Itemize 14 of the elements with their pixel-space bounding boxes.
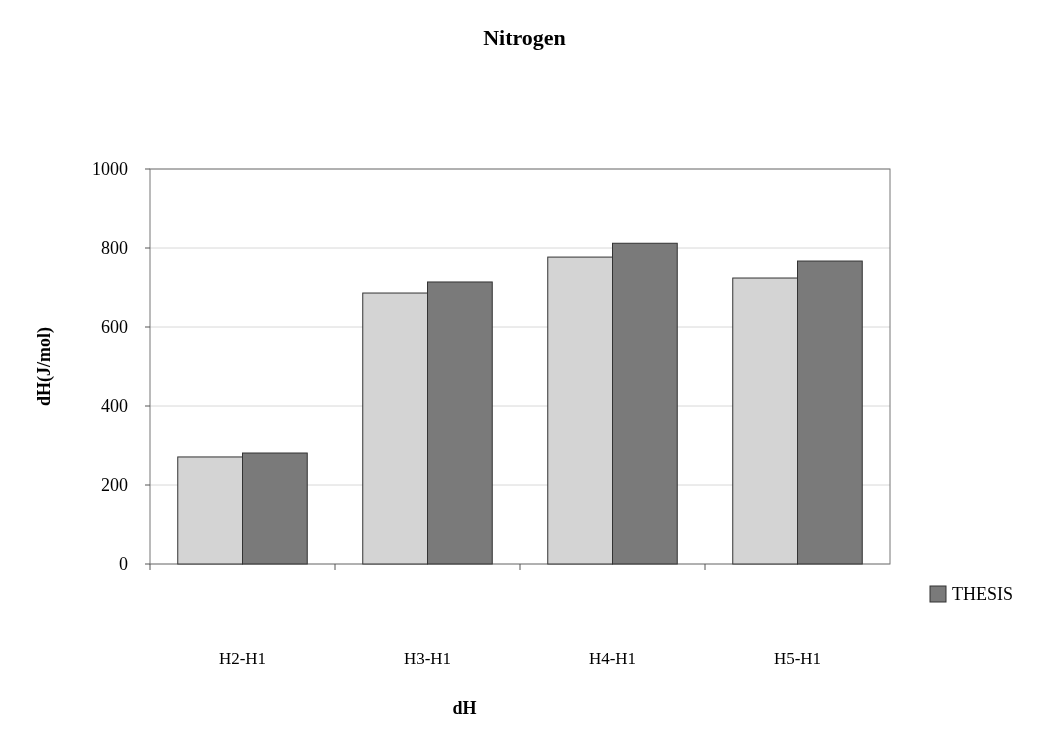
x-axis-title: dH — [452, 698, 477, 718]
y-tick-label: 200 — [101, 475, 128, 496]
legend-label: THESIS — [952, 584, 1014, 605]
x-tick-label: H5-H1 — [773, 649, 822, 668]
chart-title: Nitrogen — [483, 25, 566, 50]
y-axis-title: dH(J/mol) — [34, 327, 55, 406]
y-tick-label: 0 — [119, 554, 128, 575]
x-tick-label: H4-H1 — [588, 649, 637, 668]
y-tick-label: 1000 — [92, 159, 128, 180]
x-tick-label: H2-H1 — [218, 649, 267, 668]
y-tick-label: 600 — [101, 317, 128, 338]
x-tick-label: H3-H1 — [403, 649, 452, 668]
y-tick-label: 800 — [101, 238, 128, 259]
y-tick-label: 400 — [101, 396, 128, 417]
